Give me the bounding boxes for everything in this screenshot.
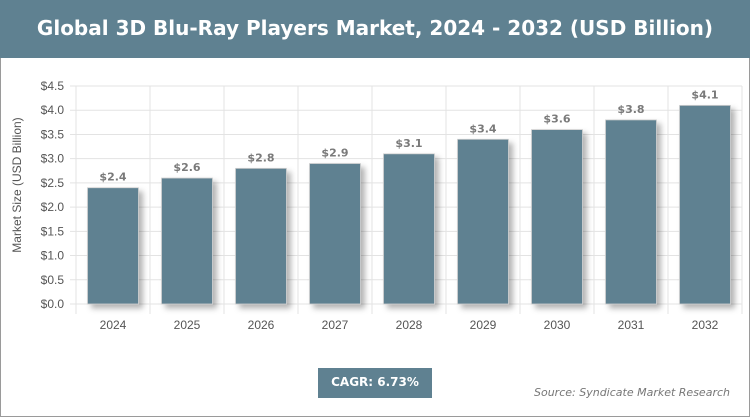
y-tick-label: $0.5	[41, 273, 65, 287]
x-tick-label: 2024	[100, 318, 127, 332]
x-tick-label: 2027	[322, 318, 349, 332]
y-tick-label: $1.0	[41, 249, 65, 263]
y-tick-label: $3.5	[41, 127, 65, 141]
y-tick-label: $2.5	[41, 176, 65, 190]
y-tick-label: $3.0	[41, 152, 65, 166]
bar-2031	[605, 119, 657, 305]
x-tick-label: 2026	[248, 318, 275, 332]
y-axis-title: Market Size (USD Billion)	[10, 117, 24, 252]
data-label: $2.6	[173, 161, 200, 174]
bar-2026	[235, 167, 287, 305]
bar-2024	[87, 187, 139, 305]
data-label: $3.4	[469, 122, 496, 135]
data-label: $2.9	[321, 147, 348, 160]
y-tick-label: $4.0	[41, 103, 65, 117]
chart-title: Global 3D Blu-Ray Players Market, 2024 -…	[0, 0, 750, 58]
data-label: $4.1	[691, 88, 718, 101]
x-tick-label: 2028	[396, 318, 423, 332]
data-label: $2.4	[99, 171, 126, 184]
y-tick-label: $2.0	[41, 200, 65, 214]
cagr-badge: CAGR: 6.73%	[318, 368, 432, 398]
x-tick-label: 2030	[544, 318, 571, 332]
bar-2025	[161, 177, 213, 305]
x-tick-label: 2029	[470, 318, 497, 332]
bar-2030	[531, 129, 583, 305]
y-tick-label: $1.5	[41, 224, 65, 238]
data-label: $3.8	[617, 103, 644, 116]
x-tick-label: 2031	[618, 318, 645, 332]
y-tick-label: $4.5	[41, 79, 65, 93]
x-tick-label: 2025	[174, 318, 201, 332]
x-tick-label: 2032	[692, 318, 719, 332]
bar-2032	[679, 104, 731, 305]
bar-2027	[309, 163, 361, 305]
bar-2029	[457, 138, 509, 305]
source-note: Source: Syndicate Market Research	[534, 386, 730, 399]
data-label: $3.6	[543, 113, 570, 126]
bar-2028	[383, 153, 435, 305]
data-label: $2.8	[247, 151, 274, 164]
data-label: $3.1	[395, 137, 422, 150]
y-tick-label: $0.0	[41, 297, 65, 311]
